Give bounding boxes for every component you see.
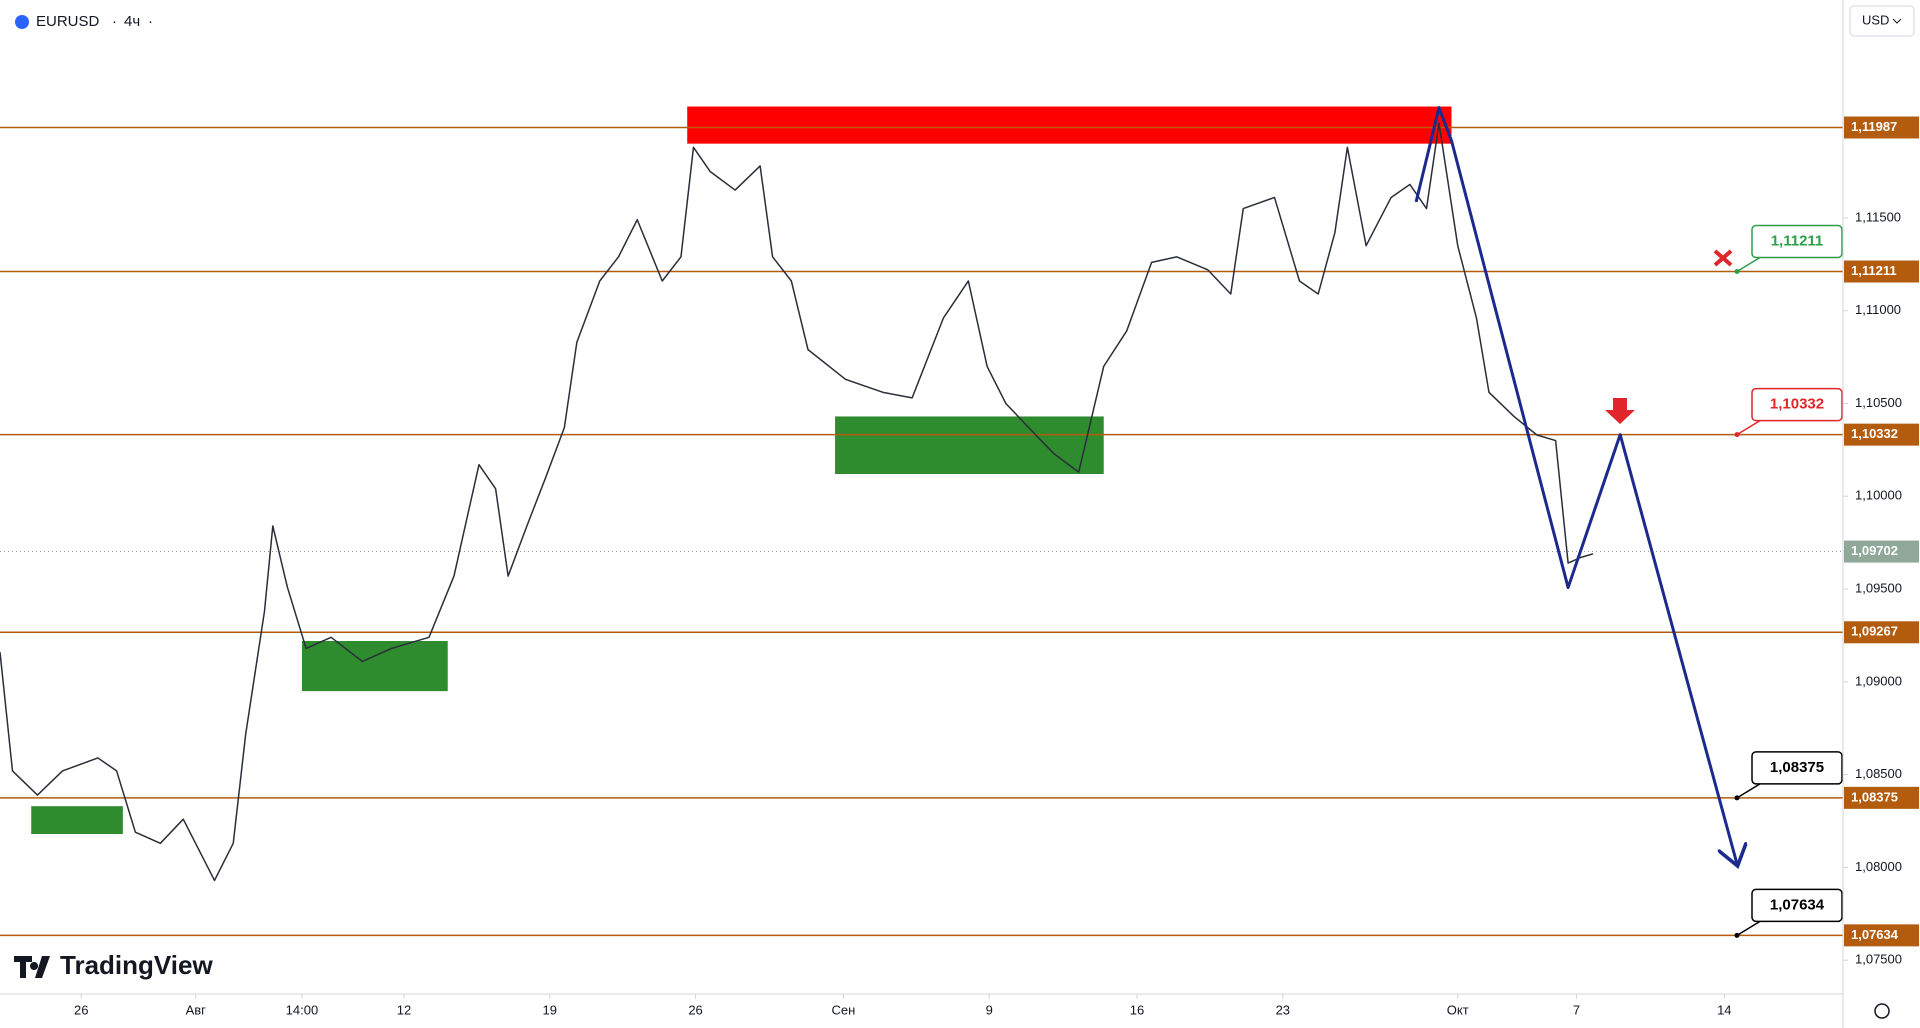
level-label: 1,07634 [1851, 927, 1899, 942]
last-price-bg [1844, 540, 1919, 563]
level-label: 1,10332 [1851, 426, 1898, 441]
level-label-bg [1844, 116, 1919, 139]
callout-label: 1,07634 [1770, 896, 1825, 913]
callout-pointer [1736, 420, 1761, 436]
level-label: 1,08375 [1851, 789, 1898, 804]
callout-box [1751, 751, 1843, 785]
x-tick-label: Сен [832, 1002, 856, 1017]
callout-pointer [1736, 256, 1761, 273]
series-line [1414, 106, 1737, 864]
callout-label: 1,11211 [1771, 232, 1824, 249]
brand: TradingView [14, 950, 213, 980]
x-tick-label: 12 [397, 1002, 411, 1017]
currency-button[interactable] [1849, 5, 1915, 37]
series-line [0, 122, 1594, 882]
y-tick-label: 1,08500 [1855, 766, 1902, 781]
zone [687, 106, 1452, 144]
symbol-logo [15, 15, 29, 29]
y-tick-label: 1,10000 [1855, 488, 1902, 503]
dropdown-icon [1892, 18, 1902, 24]
last-price-label: 1,09702 [1851, 543, 1898, 558]
callout-box [1751, 224, 1843, 259]
x-tick-label: 26 [74, 1002, 88, 1017]
x-tick-label: 7 [1573, 1002, 1580, 1017]
callout-pointer [1736, 783, 1761, 799]
callout-box [1751, 888, 1843, 923]
callout-anchor [1734, 432, 1740, 438]
zone [301, 641, 448, 692]
x-tick-label: Авг [186, 1002, 207, 1017]
callout-anchor [1734, 269, 1740, 275]
level-label-bg [1844, 260, 1919, 283]
brand-name: TradingView [60, 950, 213, 980]
y-tick-label: 1,08000 [1855, 859, 1902, 874]
callout-pointer [1736, 920, 1761, 936]
y-tick-label: 1,09500 [1855, 580, 1902, 595]
symbol: EURUSD [36, 13, 100, 30]
callout-label: 1,08375 [1770, 759, 1824, 776]
down-arrow-icon [1605, 398, 1635, 424]
callout-label: 1,10332 [1770, 396, 1824, 413]
level-label-bg [1844, 423, 1919, 446]
y-tick-label: 1,10500 [1855, 395, 1902, 410]
callout-box [1751, 387, 1843, 422]
x-tick-label: 14 [1717, 1002, 1731, 1017]
zone [31, 806, 123, 835]
plot-area [0, 0, 1843, 994]
x-tick-label: 19 [543, 1002, 557, 1017]
x-tick-label: 9 [986, 1002, 993, 1017]
callout-anchor [1734, 795, 1740, 801]
zone [835, 416, 1104, 474]
x-tick-label: 14:00 [286, 1002, 319, 1017]
y-tick-label: 1,07500 [1855, 952, 1902, 967]
x-tick-label: Окт [1447, 1002, 1469, 1017]
separator: · [112, 13, 117, 30]
level-label-bg [1844, 621, 1919, 644]
level-label: 1,11987 [1851, 119, 1897, 134]
level-label-bg [1844, 786, 1919, 809]
level-label: 1,11211 [1851, 263, 1897, 278]
brand-logo [14, 956, 50, 978]
currency: USD [1862, 12, 1889, 27]
x-tick-label: 23 [1276, 1002, 1290, 1017]
separator: · [148, 13, 153, 30]
y-tick-label: 1,11500 [1855, 209, 1901, 224]
cancel-icon [1713, 249, 1733, 267]
symbol-header: EURUSD · 4ч · [15, 13, 153, 30]
level-label-bg [1844, 924, 1919, 947]
settings-button[interactable] [1874, 1003, 1890, 1019]
y-tick-label: 1,11000 [1855, 302, 1901, 317]
x-tick-label: 16 [1130, 1002, 1144, 1017]
callout-anchor [1734, 932, 1740, 938]
x-tick-label: 26 [688, 1002, 702, 1017]
level-label: 1,09267 [1851, 624, 1898, 639]
y-tick-label: 1,09000 [1855, 673, 1902, 688]
interval: 4ч [124, 13, 140, 30]
